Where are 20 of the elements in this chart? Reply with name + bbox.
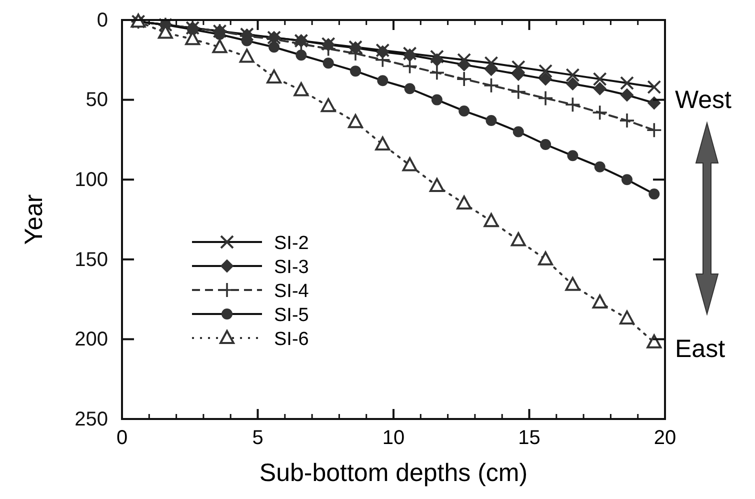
y-tick-label: 50: [86, 89, 108, 112]
legend-label: SI-3: [274, 257, 309, 278]
y-tick-label: 200: [74, 328, 108, 351]
y-tick-label: 150: [74, 248, 108, 271]
x-tick-label: 15: [518, 427, 540, 449]
x-tick-label: 10: [382, 427, 405, 449]
y-tick-label: 100: [74, 169, 108, 191]
x-tick-label: 0: [116, 427, 128, 449]
y-tick-label: 250: [74, 408, 108, 430]
y-tick-label: 0: [96, 9, 108, 32]
x-tick-label: 20: [654, 427, 676, 449]
x-tick-label: 5: [252, 427, 264, 449]
legend-label: SI-6: [274, 329, 309, 350]
legend-label: SI-5: [274, 305, 309, 326]
legend-label: SI-2: [274, 233, 309, 254]
text: West: [675, 86, 732, 114]
x-axis-title: Sub-bottom depths (cm): [259, 459, 528, 487]
text: East: [675, 335, 726, 363]
legend-label: SI-4: [274, 281, 310, 302]
y-axis-title: Year: [20, 194, 48, 245]
